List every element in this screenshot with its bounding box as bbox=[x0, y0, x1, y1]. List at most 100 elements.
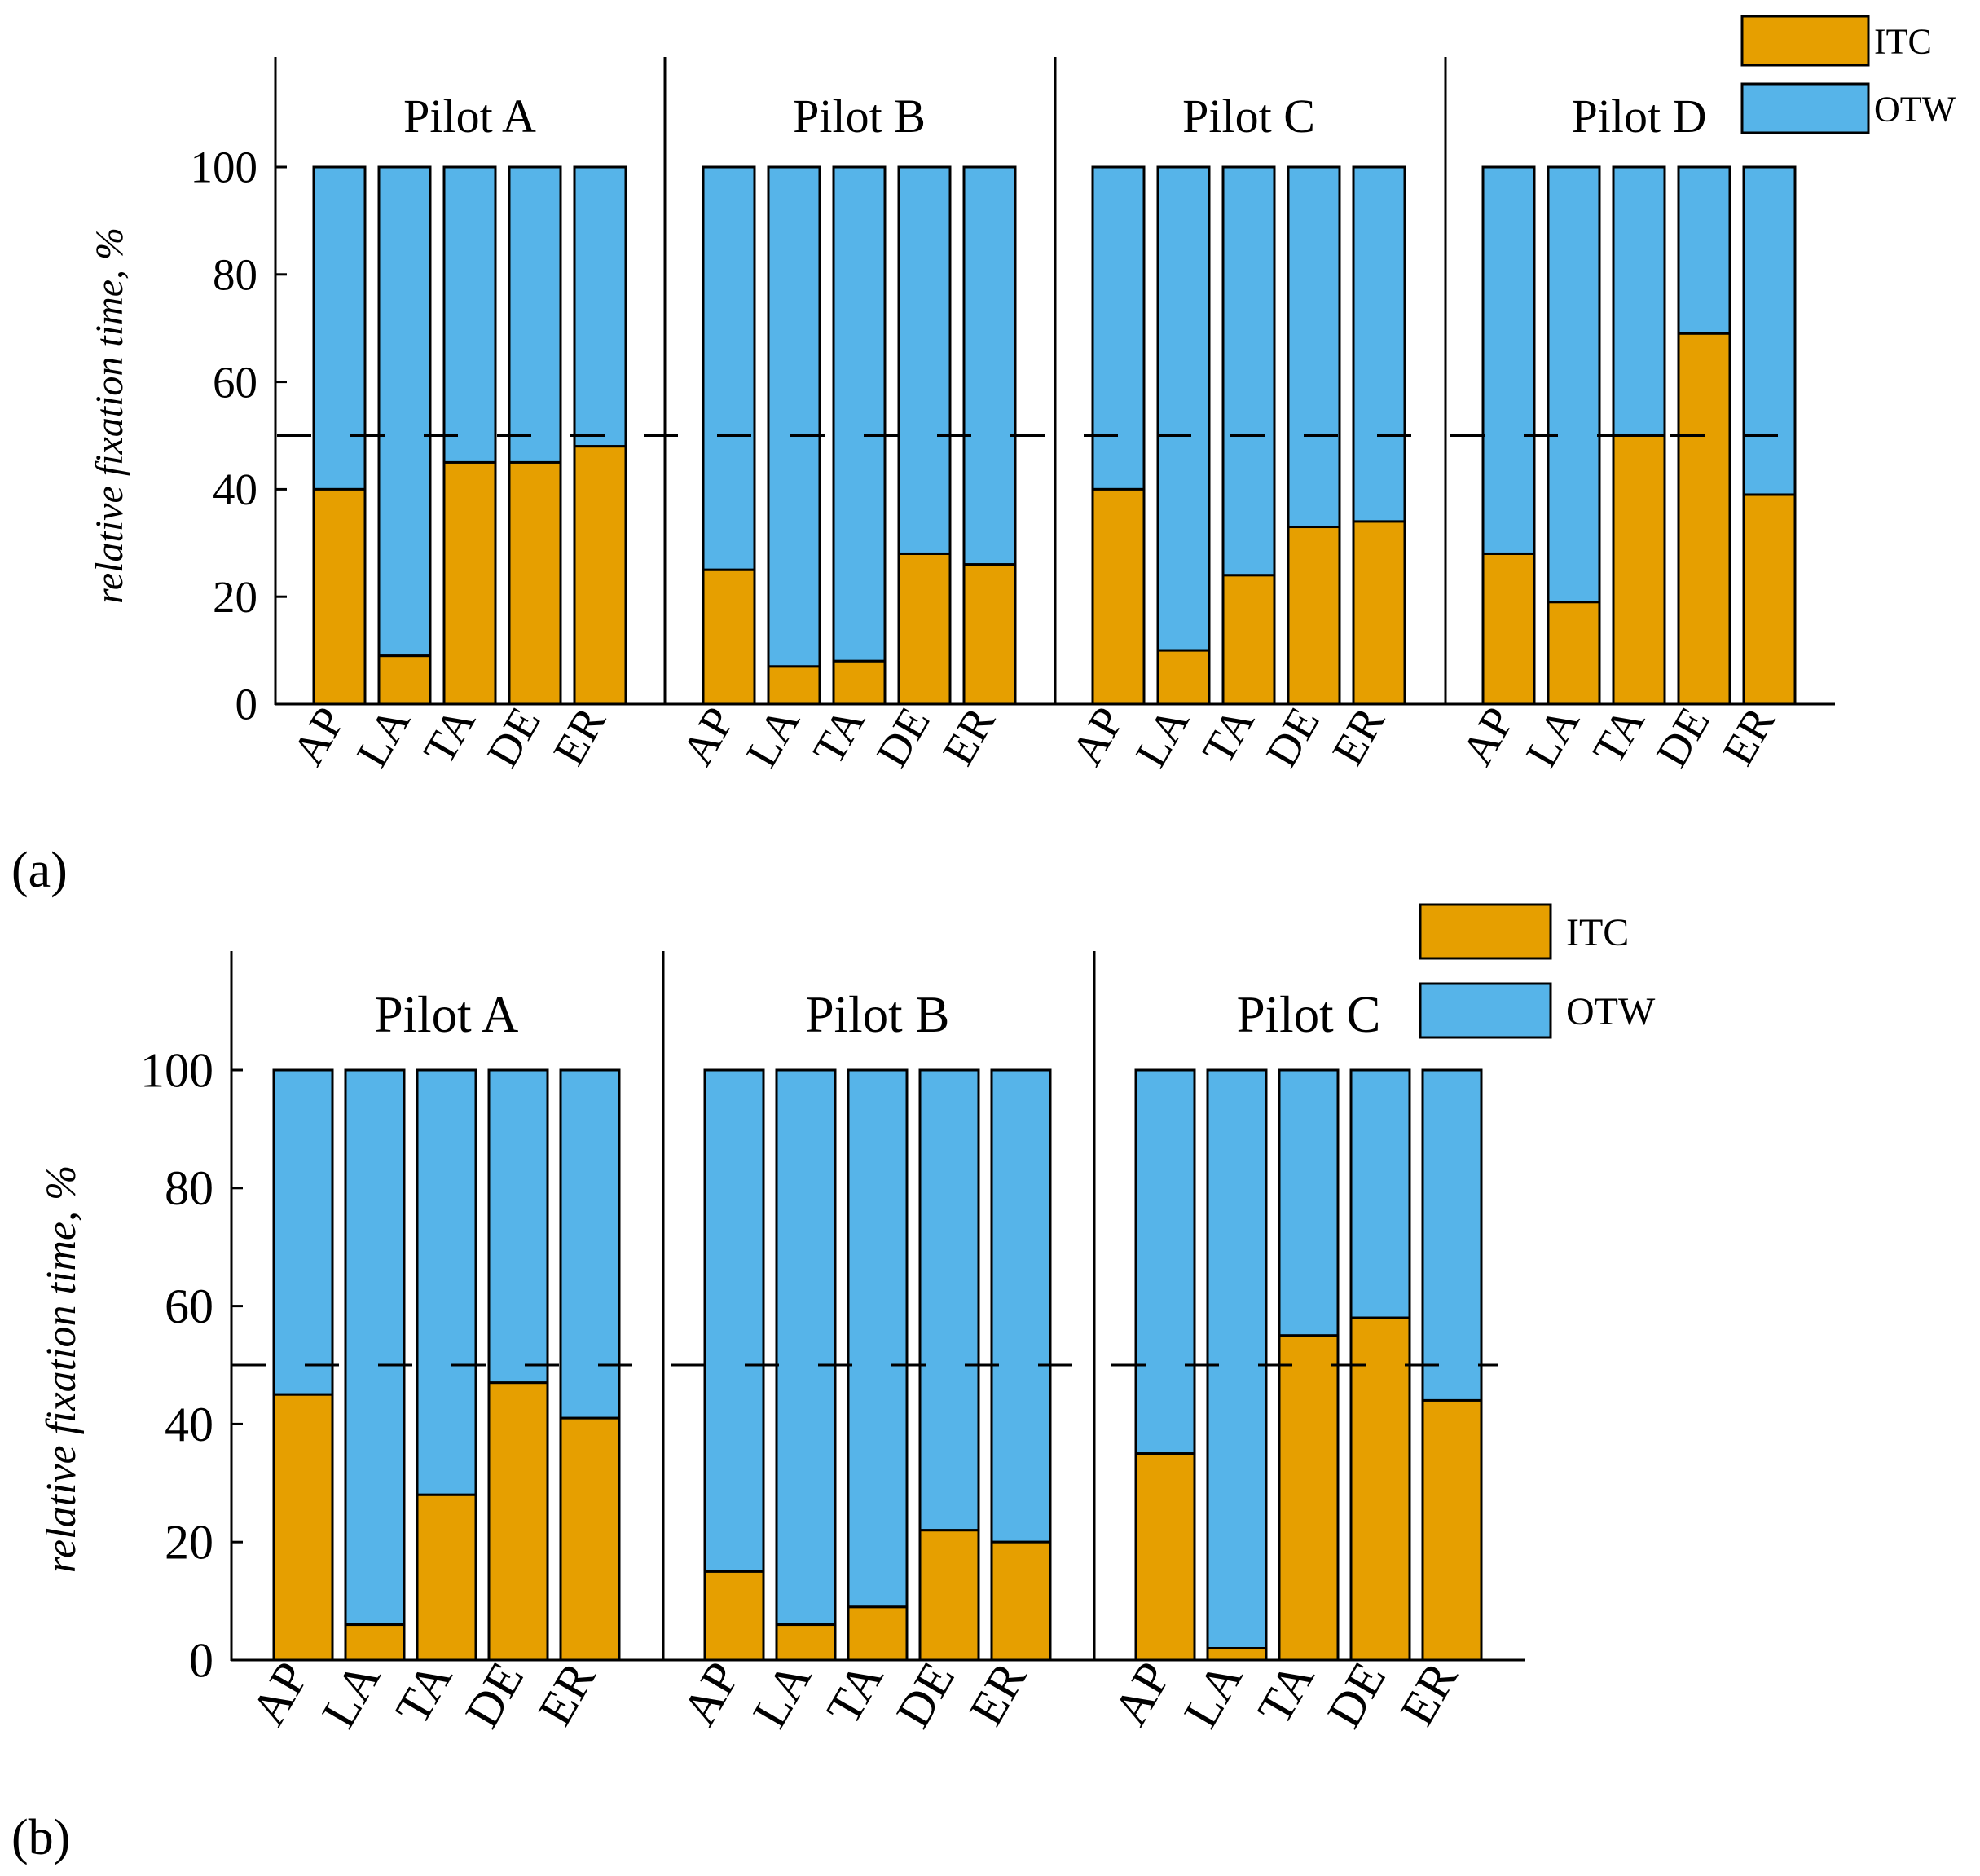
bar-otw bbox=[487, 1068, 549, 1385]
group-title: Pilot A bbox=[375, 986, 519, 1043]
y-tick-label: 40 bbox=[165, 1398, 213, 1451]
bar-itc bbox=[1156, 649, 1211, 706]
bar-otw bbox=[442, 165, 497, 464]
bar-itc bbox=[272, 1393, 334, 1662]
bar-itc bbox=[847, 1605, 909, 1662]
bar-otw bbox=[1349, 1068, 1411, 1319]
bar-itc bbox=[962, 563, 1017, 706]
category-label: DE bbox=[477, 699, 549, 776]
bar-otw bbox=[767, 165, 821, 668]
bar-otw bbox=[832, 165, 887, 663]
bar-otw bbox=[1134, 1068, 1196, 1455]
category-label: LA bbox=[742, 1654, 821, 1737]
y-tick-label: 20 bbox=[165, 1516, 213, 1570]
category-label: AP bbox=[241, 1654, 319, 1734]
group-title: Pilot B bbox=[806, 986, 950, 1043]
panel-a-tag: (a) bbox=[11, 843, 68, 898]
category-label: LA bbox=[1516, 698, 1589, 775]
bar-itc bbox=[487, 1381, 549, 1662]
bar-otw bbox=[847, 1068, 909, 1609]
bar-otw bbox=[897, 165, 952, 555]
bar-otw bbox=[1287, 165, 1341, 529]
bar-itc bbox=[344, 1623, 406, 1662]
bar-itc bbox=[702, 568, 756, 706]
y-tick-label: 60 bbox=[165, 1279, 213, 1333]
y-tick-label: 80 bbox=[213, 250, 257, 300]
category-label: DE bbox=[886, 1654, 965, 1737]
group-title: Pilot C bbox=[1182, 90, 1315, 143]
category-label: DE bbox=[866, 699, 939, 776]
category-label: AP bbox=[1062, 699, 1133, 773]
bar-otw bbox=[1206, 1068, 1268, 1650]
y-tick-label: 20 bbox=[213, 572, 257, 622]
bar-otw bbox=[703, 1068, 765, 1573]
category-label: LA bbox=[1173, 1654, 1252, 1737]
group-title: Pilot B bbox=[793, 90, 926, 143]
bar-otw bbox=[1091, 165, 1146, 491]
bar-itc bbox=[1677, 332, 1731, 706]
category-label: TA bbox=[1247, 1654, 1325, 1733]
bar-itc bbox=[1481, 552, 1536, 706]
bar-itc bbox=[442, 460, 497, 706]
category-label: AP bbox=[1103, 1654, 1181, 1734]
bar-itc bbox=[1612, 434, 1666, 706]
bar-itc bbox=[1421, 1398, 1483, 1662]
bar-itc bbox=[1134, 1452, 1196, 1662]
category-label: LA bbox=[311, 1654, 390, 1737]
bar-itc bbox=[1278, 1334, 1340, 1662]
bar-itc bbox=[559, 1416, 621, 1662]
bar-itc bbox=[990, 1540, 1052, 1662]
legend-itc-label: ITC bbox=[1566, 911, 1629, 954]
y-axis-title: relative fixation time, % bbox=[88, 227, 131, 604]
bar-itc bbox=[1091, 487, 1146, 706]
y-tick-label: 60 bbox=[213, 357, 257, 407]
legend-itc-swatch bbox=[1740, 15, 1870, 67]
y-tick-label: 100 bbox=[140, 1043, 213, 1097]
bar-otw bbox=[1742, 165, 1797, 496]
legend-itc-swatch bbox=[1419, 903, 1552, 960]
category-label: ER bbox=[543, 698, 615, 773]
bar-otw bbox=[962, 165, 1017, 566]
category-label: TA bbox=[414, 698, 485, 772]
category-label: AP bbox=[1452, 699, 1524, 773]
category-label: DE bbox=[1317, 1654, 1396, 1737]
category-label: LA bbox=[346, 698, 420, 775]
bar-itc bbox=[573, 445, 627, 706]
y-tick-label: 100 bbox=[191, 143, 258, 192]
bar-otw bbox=[918, 1068, 980, 1532]
legend-otw-swatch bbox=[1419, 982, 1552, 1039]
bar-itc bbox=[775, 1623, 837, 1662]
category-label: TA bbox=[803, 698, 874, 772]
bar-otw bbox=[990, 1068, 1052, 1544]
category-label: ER bbox=[1390, 1654, 1467, 1734]
bar-otw bbox=[508, 165, 562, 464]
bar-itc bbox=[508, 460, 562, 706]
category-label: ER bbox=[1713, 698, 1784, 773]
y-tick-label: 0 bbox=[235, 680, 258, 729]
category-label: LA bbox=[1125, 698, 1199, 775]
bar-otw bbox=[272, 1068, 334, 1396]
bar-otw bbox=[377, 165, 432, 658]
bar-otw bbox=[702, 165, 756, 571]
bar-otw bbox=[1612, 165, 1666, 437]
bar-otw bbox=[775, 1068, 837, 1627]
bar-itc bbox=[767, 665, 821, 706]
bar-itc bbox=[1742, 493, 1797, 706]
bar-itc bbox=[312, 487, 367, 706]
bar-otw bbox=[1677, 165, 1731, 335]
bar-itc bbox=[1352, 520, 1406, 706]
bar-otw bbox=[1421, 1068, 1483, 1402]
bar-itc bbox=[1287, 526, 1341, 706]
bar-otw bbox=[416, 1068, 477, 1496]
bar-otw bbox=[559, 1068, 621, 1420]
group-title: Pilot C bbox=[1237, 986, 1381, 1043]
bar-otw bbox=[573, 165, 627, 448]
bar-otw bbox=[1156, 165, 1211, 652]
category-label: DE bbox=[455, 1654, 534, 1737]
panel-b-tag: (b) bbox=[11, 1810, 70, 1865]
bar-otw bbox=[344, 1068, 406, 1627]
category-label: LA bbox=[736, 698, 809, 775]
y-tick-label: 80 bbox=[165, 1161, 213, 1215]
